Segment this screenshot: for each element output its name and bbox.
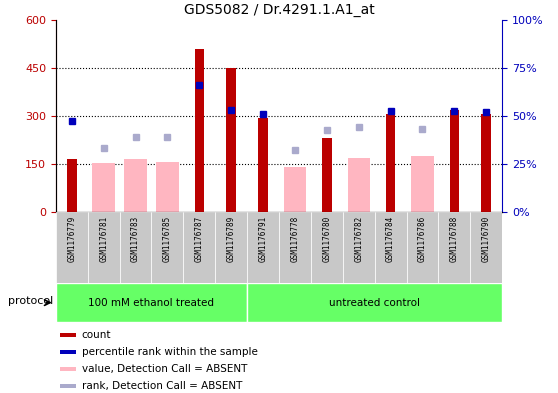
Bar (386, 114, 396, 212)
Text: GSM1176783: GSM1176783 (131, 216, 140, 262)
Bar (374, 212, 407, 283)
Text: GSM1176782: GSM1176782 (354, 216, 363, 262)
Bar (124, 159, 147, 212)
Bar (60, 350, 76, 354)
Bar (348, 158, 370, 212)
Bar (407, 212, 439, 283)
Bar (119, 212, 151, 283)
Text: GSM1176789: GSM1176789 (227, 216, 235, 262)
Text: value, Detection Call = ABSENT: value, Detection Call = ABSENT (81, 364, 247, 374)
Bar (56, 212, 88, 283)
Bar (482, 114, 491, 212)
Bar (227, 68, 236, 212)
Text: GSM1176787: GSM1176787 (195, 216, 204, 262)
Bar (279, 212, 311, 283)
Text: rank, Detection Call = ABSENT: rank, Detection Call = ABSENT (81, 381, 242, 391)
Text: GSM1176791: GSM1176791 (258, 216, 267, 262)
Text: GSM1176781: GSM1176781 (99, 216, 108, 262)
Bar (88, 212, 119, 283)
Bar (215, 212, 247, 283)
Bar (258, 118, 268, 212)
Text: GSM1176786: GSM1176786 (418, 216, 427, 262)
Text: untreated control: untreated control (329, 298, 420, 308)
Bar (247, 283, 502, 322)
Bar (184, 212, 215, 283)
Bar (284, 167, 306, 212)
Bar (60, 333, 76, 337)
Bar (411, 156, 434, 212)
Text: count: count (81, 330, 111, 340)
Bar (156, 162, 179, 212)
Text: GSM1176780: GSM1176780 (323, 216, 331, 262)
Text: GSM1176785: GSM1176785 (163, 216, 172, 262)
Bar (247, 212, 279, 283)
Bar (439, 212, 470, 283)
Bar (93, 163, 115, 212)
Bar (151, 212, 184, 283)
Title: GDS5082 / Dr.4291.1.A1_at: GDS5082 / Dr.4291.1.A1_at (184, 3, 374, 17)
Text: 100 mM ethanol treated: 100 mM ethanol treated (89, 298, 214, 308)
Bar (322, 138, 331, 212)
Text: GSM1176784: GSM1176784 (386, 216, 395, 262)
Bar (343, 212, 374, 283)
Bar (470, 212, 502, 283)
Bar (450, 110, 459, 212)
Bar (60, 367, 76, 371)
Text: GSM1176779: GSM1176779 (68, 216, 76, 262)
Bar (60, 384, 76, 388)
Bar (311, 212, 343, 283)
Text: GSM1176788: GSM1176788 (450, 216, 459, 262)
Bar (56, 283, 247, 322)
Text: GSM1176778: GSM1176778 (291, 216, 300, 262)
Text: protocol: protocol (8, 296, 54, 306)
Bar (67, 159, 76, 212)
Text: GSM1176790: GSM1176790 (482, 216, 490, 262)
Text: percentile rank within the sample: percentile rank within the sample (81, 347, 258, 357)
Bar (195, 48, 204, 212)
